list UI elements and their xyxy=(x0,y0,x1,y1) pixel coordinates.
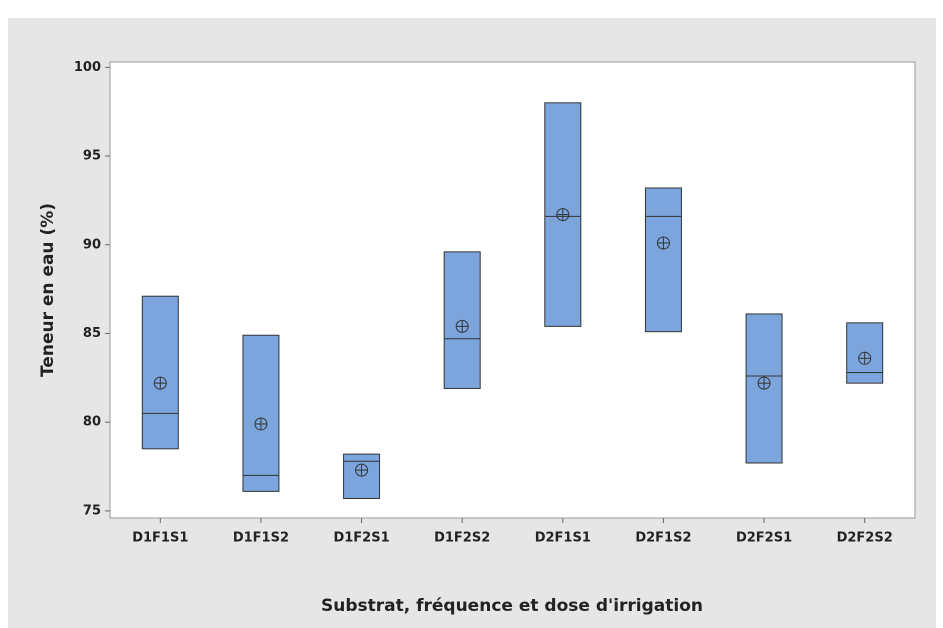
x-tick-label: D2F1S1 xyxy=(535,531,591,546)
box xyxy=(242,334,280,492)
mean-symbol xyxy=(556,208,570,222)
y-tick-label: 100 xyxy=(74,60,101,75)
x-axis-label: Substrat, fréquence et dose d'irrigation xyxy=(321,596,703,616)
y-tick-label: 90 xyxy=(83,237,101,252)
y-tick-label: 85 xyxy=(83,326,101,341)
x-tick-label: D1F2S2 xyxy=(434,531,490,546)
mean-symbol xyxy=(455,319,469,333)
box xyxy=(644,187,682,333)
y-axis-label: Teneur en eau (%) xyxy=(38,203,58,377)
x-tick-label: D2F1S2 xyxy=(635,531,691,546)
x-tick-label: D2F2S1 xyxy=(736,531,792,546)
mean-symbol xyxy=(355,463,369,477)
box xyxy=(141,295,179,450)
x-tick-label: D1F2S1 xyxy=(333,531,389,546)
y-tick-label: 95 xyxy=(83,149,101,164)
x-tick-label: D1F1S2 xyxy=(233,531,289,546)
y-tick-label: 75 xyxy=(83,503,101,518)
x-tick-label: D1F1S1 xyxy=(132,531,188,546)
plot-area xyxy=(109,61,916,519)
y-tick-label: 80 xyxy=(83,415,101,430)
x-tick-label: D2F2S2 xyxy=(837,531,893,546)
mean-symbol xyxy=(254,417,268,431)
mean-symbol xyxy=(153,376,167,390)
mean-symbol xyxy=(656,236,670,250)
mean-symbol xyxy=(858,351,872,365)
mean-symbol xyxy=(757,376,771,390)
